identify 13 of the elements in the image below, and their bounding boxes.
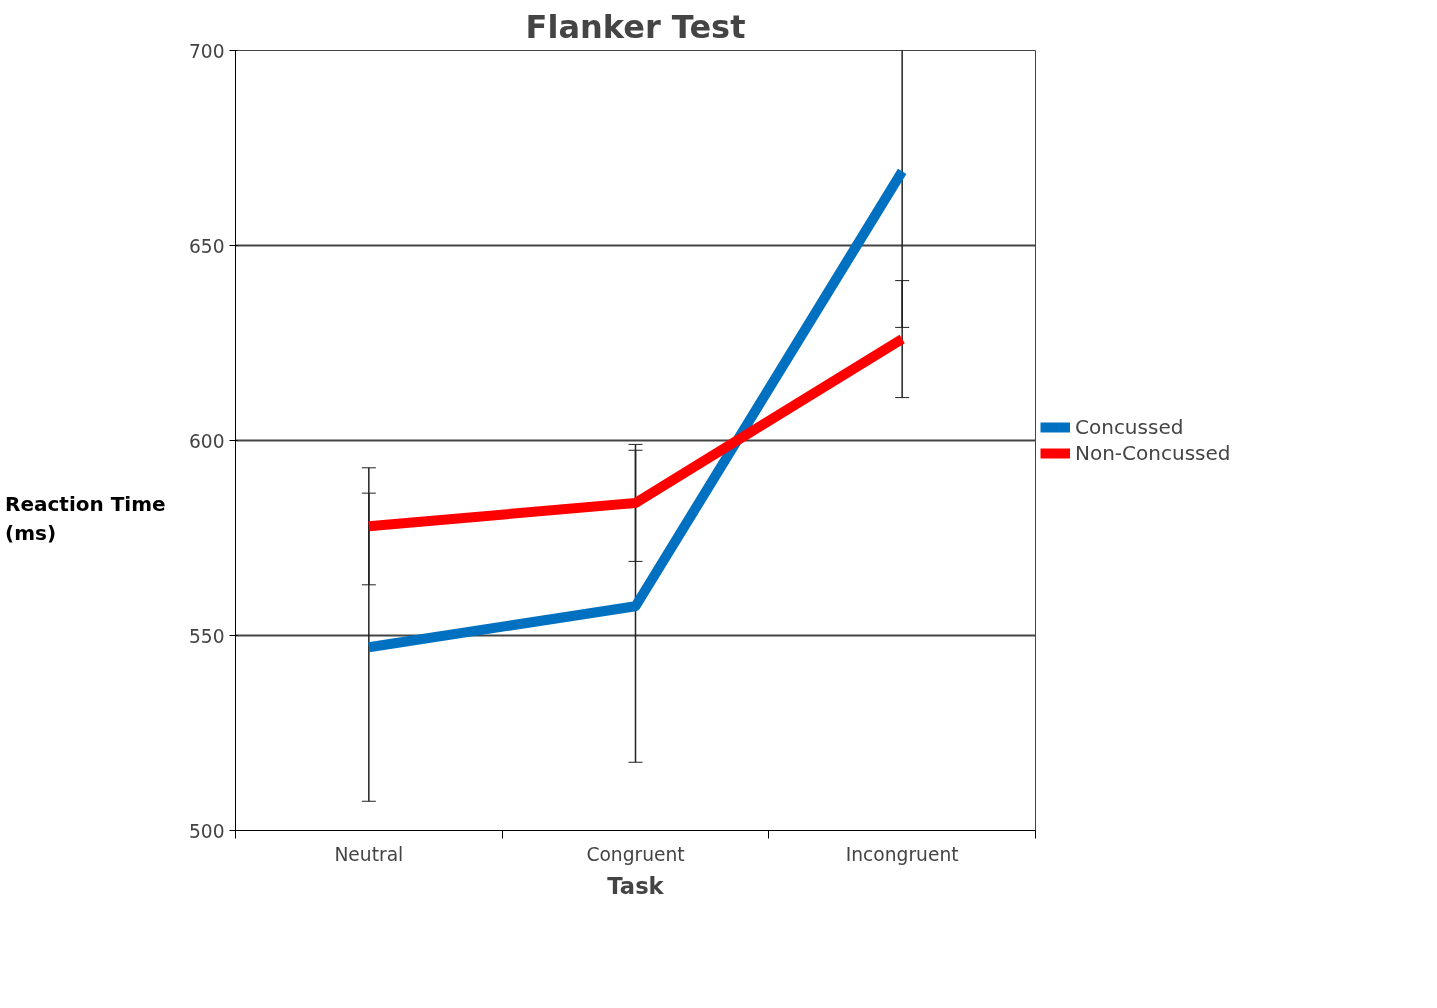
x-tick-label: Incongruent: [845, 843, 959, 865]
x-axis-title: Task: [607, 872, 665, 899]
y-tick-label: 600: [188, 430, 225, 452]
y-tick-label: 700: [188, 40, 225, 62]
y-tick-label: 500: [188, 820, 225, 842]
chart-title: Flanker Test: [525, 7, 746, 46]
y-axis-title: Reaction Time (ms): [5, 491, 166, 547]
legend-label: Concussed: [1075, 415, 1184, 439]
y-tick-label: 650: [188, 235, 225, 257]
x-tick-label: Neutral: [334, 843, 404, 865]
legend-label: Non-Concussed: [1075, 441, 1231, 465]
x-tick-label: Congruent: [586, 843, 685, 865]
y-tick-label: 550: [188, 625, 225, 647]
